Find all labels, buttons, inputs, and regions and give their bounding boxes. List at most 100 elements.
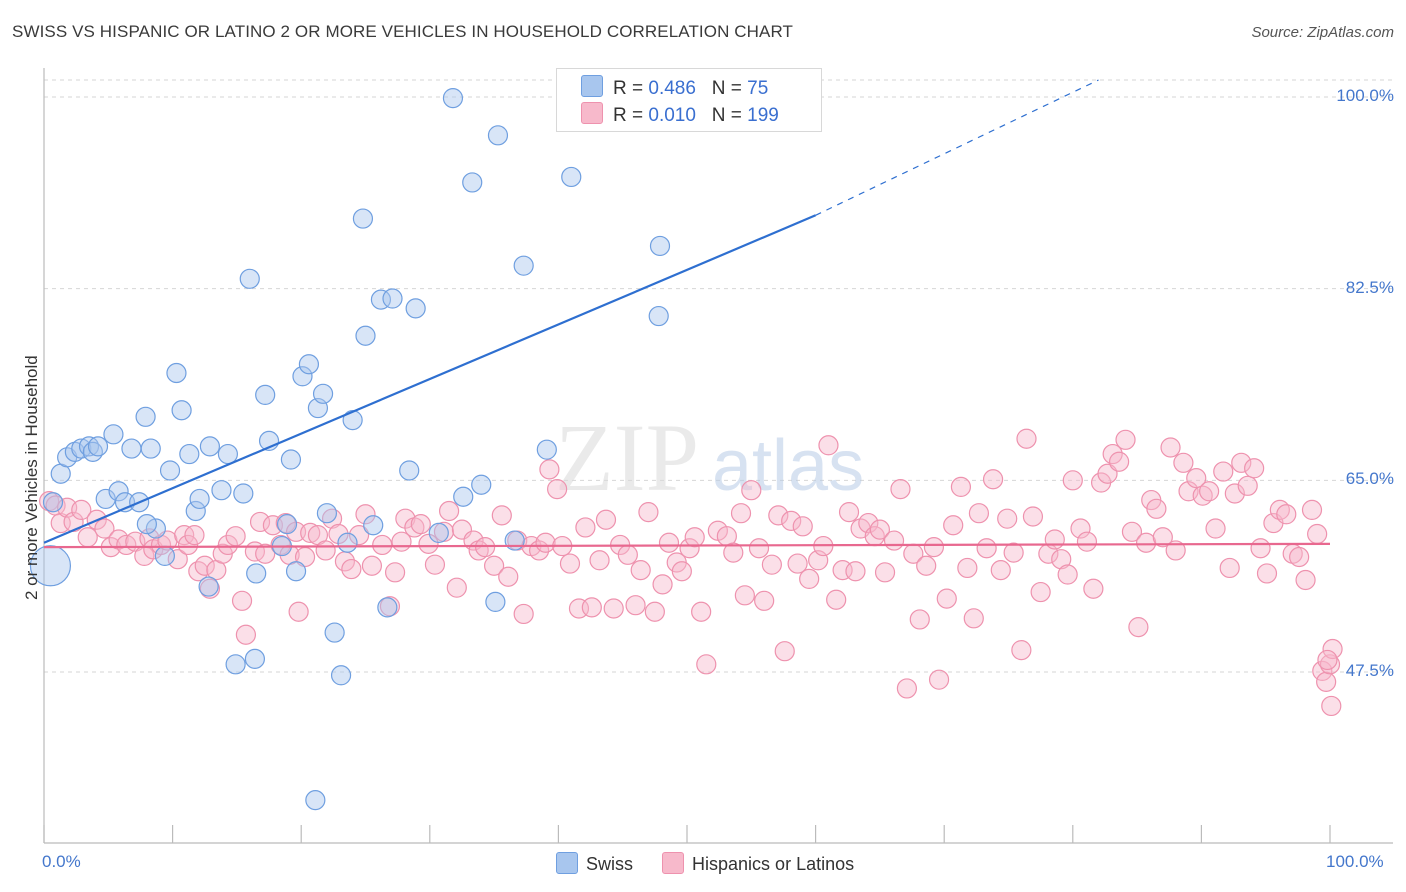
hispanic-point — [928, 669, 950, 690]
hispanic-point — [231, 590, 253, 611]
hispanic-point — [1213, 461, 1234, 482]
hispanic-point — [679, 538, 700, 559]
hispanic-point — [188, 561, 209, 582]
legend-item-hispanic[interactable]: Hispanics or Latinos — [662, 852, 854, 875]
hispanic-point — [754, 590, 775, 611]
hispanic-point — [1121, 521, 1143, 542]
hispanic-point — [982, 469, 1004, 490]
hispanic-point — [909, 609, 930, 630]
y-tick-label: 100.0% — [1336, 86, 1394, 105]
hispanic-point — [963, 608, 984, 629]
hispanic-point — [1076, 531, 1098, 552]
hispanic-point — [341, 558, 362, 580]
hispanic-point — [446, 577, 467, 598]
hispanic-point — [547, 478, 568, 500]
hispanic-point — [968, 503, 990, 524]
swiss-trend-extension — [815, 79, 1099, 216]
stats-legend: R = 0.486 N = 75 R = 0.010 N = 199 — [556, 68, 822, 132]
swiss-point — [355, 325, 376, 346]
hispanic-point — [799, 568, 820, 590]
hispanic-point — [1312, 660, 1333, 682]
hispanic-point — [916, 555, 937, 576]
hispanic-point — [1016, 428, 1037, 449]
swiss-point — [312, 383, 334, 404]
hispanic-point — [71, 499, 92, 521]
legend-item-swiss[interactable]: Swiss — [556, 852, 633, 875]
hispanic-point — [315, 540, 336, 561]
axes — [43, 68, 1393, 844]
hispanic-point — [1316, 671, 1337, 692]
hispanic-point — [1205, 518, 1226, 539]
swiss-point — [29, 545, 72, 587]
hispanic-point — [976, 538, 997, 559]
swiss-point — [211, 480, 232, 501]
swiss-point — [276, 514, 298, 535]
r-label: R = — [613, 78, 644, 99]
swiss-point — [405, 298, 426, 319]
hispanic-point — [1173, 452, 1194, 473]
hispanic-point — [838, 501, 860, 523]
hispanic-point — [1301, 499, 1323, 521]
hispanic-point — [177, 534, 199, 556]
hispanic-point — [1186, 468, 1207, 489]
swiss-point — [244, 648, 266, 669]
hispanic-point — [63, 511, 84, 533]
swiss-point — [504, 530, 525, 551]
chart-source: Source: ZipAtlas.com — [1251, 24, 1394, 41]
hispanic-point — [235, 624, 257, 645]
n-label: N = — [711, 105, 742, 126]
hispanic-point — [1152, 527, 1173, 548]
swiss-point — [649, 235, 671, 257]
hispanic-point — [730, 503, 752, 524]
swiss-point — [399, 460, 420, 481]
hispanic-point — [761, 554, 782, 575]
hispanic-point — [1295, 569, 1316, 591]
hispanic-point — [1256, 563, 1278, 584]
hispanic-point — [559, 553, 581, 574]
swiss-point — [285, 561, 307, 582]
swiss-point — [280, 449, 302, 470]
hispanic-point — [424, 554, 446, 575]
swiss-point — [135, 406, 156, 427]
swiss-point — [513, 255, 534, 276]
swiss-point — [233, 483, 254, 504]
swiss-point — [171, 400, 192, 421]
swiss-point — [324, 622, 345, 643]
y-tick-label: 65.0% — [1345, 469, 1394, 488]
y-tick-label: 82.5% — [1345, 278, 1394, 297]
hispanic-point — [474, 537, 496, 558]
hispanic-point — [617, 544, 638, 565]
hispanic-point — [249, 511, 271, 533]
hispanic-point — [275, 512, 296, 534]
swiss-point — [87, 436, 109, 457]
hispanic-point — [589, 550, 610, 571]
hispanic-point — [1057, 564, 1078, 585]
hispanic-point — [1030, 581, 1051, 603]
hispanic-point — [684, 527, 705, 548]
y-tick-label: 47.5% — [1345, 661, 1394, 680]
swiss-point — [453, 486, 474, 507]
hispanic-point — [826, 589, 847, 610]
hispanic-point — [1224, 483, 1245, 504]
swiss-point — [428, 522, 449, 544]
hispanic-series — [39, 428, 1343, 717]
hispanic-point — [1250, 538, 1271, 559]
y-axis-label: 2 or more Vehicles in Household — [22, 355, 41, 600]
swiss-point — [189, 488, 210, 510]
hispanic-point — [638, 501, 659, 523]
hispanic-point — [498, 566, 519, 587]
series-legend: Swiss Hispanics or Latinos — [556, 852, 878, 875]
swiss-point — [305, 790, 326, 811]
hispanic-point — [990, 560, 1011, 581]
hispanic-point — [943, 515, 964, 536]
hispanic-point — [603, 598, 624, 619]
hispanic-point — [491, 505, 512, 526]
hispanic-point — [818, 435, 839, 456]
swiss-point — [136, 514, 157, 535]
swiss-point — [471, 474, 492, 495]
hispanic-point — [348, 524, 370, 546]
hispanic-point — [513, 603, 534, 625]
swiss-swatch — [581, 75, 603, 97]
hispanic-point — [1044, 529, 1065, 550]
hispanic-point — [696, 654, 717, 675]
